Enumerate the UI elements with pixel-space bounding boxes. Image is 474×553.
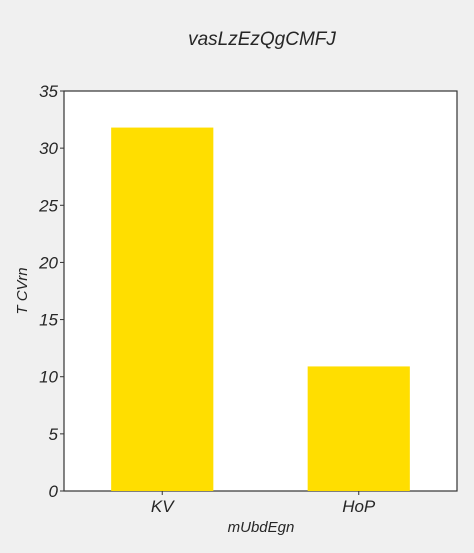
chart-title: vasLzEzQgCMFJ	[188, 29, 336, 50]
x-tick-label: KV	[151, 497, 175, 516]
y-tick-label: 0	[49, 482, 59, 501]
y-tick-label: 35	[39, 82, 58, 101]
bars-group	[111, 127, 410, 492]
y-tick-label: 10	[39, 368, 58, 387]
y-axis-label: T CVrn	[14, 267, 31, 314]
y-axis: 0 5 10 15 20 25 30 35	[38, 82, 64, 501]
x-tick-label: HoP	[342, 497, 376, 516]
bar-kv	[111, 127, 214, 492]
y-tick-label: 15	[39, 311, 58, 330]
x-axis: KV HoP	[151, 491, 376, 516]
y-tick-label: 5	[49, 425, 59, 444]
bar-hop	[307, 366, 410, 491]
x-axis-label: mUbdEgn	[228, 519, 295, 536]
y-tick-label: 20	[38, 253, 58, 272]
y-tick-label: 25	[38, 196, 58, 215]
y-tick-label: 30	[39, 139, 58, 158]
